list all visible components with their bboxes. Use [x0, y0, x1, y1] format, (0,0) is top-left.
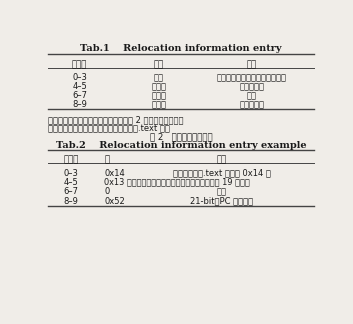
Text: 一个例子，这里假设该重定位信息项属于.text 段。: 一个例子，这里假设该重定位信息项属于.text 段。	[48, 124, 170, 133]
Text: 0x14: 0x14	[104, 168, 125, 178]
Text: 短整型: 短整型	[151, 82, 167, 91]
Text: 8–9: 8–9	[72, 100, 87, 109]
Text: 指令重定位之前在段中的偏移量: 指令重定位之前在段中的偏移量	[217, 73, 287, 82]
Text: 0–3: 0–3	[63, 168, 78, 178]
Text: 4–5: 4–5	[72, 82, 87, 91]
Text: 短整型: 短整型	[151, 91, 167, 100]
Text: 重定位指令在.text 段偏移 0x14 处: 重定位指令在.text 段偏移 0x14 处	[173, 168, 271, 178]
Text: 符号表索引: 符号表索引	[240, 82, 264, 91]
Text: 偏移量: 偏移量	[63, 156, 79, 164]
Text: 表 2   重定位信息项例子: 表 2 重定位信息项例子	[150, 133, 212, 142]
Text: 6–7: 6–7	[63, 187, 78, 196]
Text: 値: 値	[104, 156, 109, 164]
Text: 类型: 类型	[154, 60, 164, 69]
Text: 8–9: 8–9	[63, 197, 78, 205]
Text: Tab.2    Relocation information entry example: Tab.2 Relocation information entry examp…	[56, 141, 306, 150]
Text: 短整型: 短整型	[151, 100, 167, 109]
Text: 重定位类型: 重定位类型	[240, 100, 264, 109]
Text: 4–5: 4–5	[63, 178, 78, 187]
Text: 地址信息添加到该可重定位指令上。表 2 是重定位信息项的: 地址信息添加到该可重定位指令上。表 2 是重定位信息项的	[48, 115, 184, 124]
Text: 描述: 描述	[247, 60, 257, 69]
Text: 偏移量: 偏移量	[72, 60, 88, 69]
Text: 整型: 整型	[154, 73, 164, 82]
Text: 0–3: 0–3	[72, 73, 87, 82]
Text: 21-bit，PC 跳转指令: 21-bit，PC 跳转指令	[190, 197, 253, 205]
Text: 保留: 保留	[217, 187, 227, 196]
Text: 描述: 描述	[217, 156, 227, 164]
Text: 6–7: 6–7	[72, 91, 87, 100]
Text: 0: 0	[104, 187, 109, 196]
Text: 0x52: 0x52	[104, 197, 125, 205]
Text: Tab.1    Relocation information entry: Tab.1 Relocation information entry	[80, 44, 282, 53]
Text: 0x13 重定位指令索引的地址符号处于符号表中第 19 个符号: 0x13 重定位指令索引的地址符号处于符号表中第 19 个符号	[104, 178, 250, 187]
Text: 保留: 保留	[247, 91, 257, 100]
